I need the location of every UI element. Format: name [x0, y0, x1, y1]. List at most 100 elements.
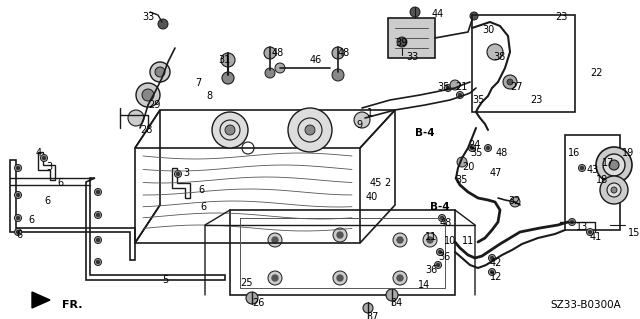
Text: 6: 6	[16, 230, 22, 240]
Text: 18: 18	[596, 175, 608, 185]
Circle shape	[397, 37, 407, 47]
Text: 39: 39	[395, 38, 407, 48]
Circle shape	[570, 220, 573, 224]
Text: 16: 16	[568, 148, 580, 158]
Text: 19: 19	[622, 148, 634, 158]
Circle shape	[611, 187, 617, 193]
Circle shape	[488, 269, 495, 276]
Text: 33: 33	[406, 52, 419, 62]
Circle shape	[305, 125, 315, 135]
Text: 35: 35	[437, 82, 449, 92]
Circle shape	[596, 147, 632, 183]
Circle shape	[580, 167, 584, 169]
Circle shape	[97, 213, 99, 217]
Text: 36: 36	[425, 265, 437, 275]
Text: 6: 6	[198, 185, 204, 195]
Circle shape	[607, 183, 621, 197]
Text: 48: 48	[272, 48, 284, 58]
Text: 24: 24	[468, 140, 481, 150]
Circle shape	[142, 89, 154, 101]
Text: 1: 1	[367, 108, 373, 118]
Circle shape	[150, 62, 170, 82]
Text: 41: 41	[590, 232, 602, 242]
Circle shape	[486, 146, 490, 150]
Text: 26: 26	[252, 298, 264, 308]
Circle shape	[225, 125, 235, 135]
Circle shape	[337, 275, 343, 281]
Circle shape	[609, 160, 619, 170]
Circle shape	[40, 154, 47, 161]
Text: 40: 40	[366, 192, 378, 202]
Circle shape	[363, 303, 373, 313]
Circle shape	[445, 85, 451, 92]
Circle shape	[95, 211, 102, 219]
Circle shape	[435, 262, 442, 269]
Text: 30: 30	[482, 25, 494, 35]
Circle shape	[15, 214, 22, 221]
Circle shape	[568, 219, 575, 226]
Circle shape	[490, 256, 493, 259]
Circle shape	[288, 108, 332, 152]
Circle shape	[175, 170, 182, 177]
Text: 48: 48	[440, 218, 452, 228]
Text: 7: 7	[195, 78, 201, 88]
Text: 12: 12	[490, 272, 502, 282]
Circle shape	[447, 86, 449, 90]
Circle shape	[155, 67, 165, 77]
Circle shape	[586, 228, 593, 235]
Circle shape	[438, 214, 445, 221]
Circle shape	[17, 231, 19, 234]
Text: 37: 37	[366, 312, 378, 319]
Text: 35: 35	[472, 95, 484, 105]
Circle shape	[438, 250, 442, 254]
Circle shape	[97, 261, 99, 263]
Circle shape	[246, 292, 258, 304]
Text: 27: 27	[510, 82, 522, 92]
Text: 23: 23	[555, 12, 568, 22]
Text: 3: 3	[183, 168, 189, 178]
Text: 29: 29	[148, 100, 161, 110]
Circle shape	[488, 255, 495, 262]
Circle shape	[17, 167, 19, 169]
Circle shape	[470, 12, 478, 20]
Circle shape	[17, 217, 19, 219]
Text: 42: 42	[490, 258, 502, 268]
Text: 20: 20	[462, 162, 474, 172]
Circle shape	[158, 19, 168, 29]
Circle shape	[275, 63, 285, 73]
Circle shape	[333, 271, 347, 285]
Text: 31: 31	[218, 55, 230, 65]
Circle shape	[95, 258, 102, 265]
Circle shape	[95, 236, 102, 243]
Circle shape	[436, 249, 444, 256]
Text: 46: 46	[310, 55, 323, 65]
Circle shape	[332, 47, 344, 59]
Circle shape	[354, 112, 370, 128]
Circle shape	[484, 145, 492, 152]
Circle shape	[212, 112, 248, 148]
Text: 6: 6	[28, 215, 34, 225]
Circle shape	[470, 146, 474, 150]
Circle shape	[427, 237, 433, 243]
Circle shape	[268, 271, 282, 285]
Circle shape	[268, 233, 282, 247]
Text: 10: 10	[444, 236, 456, 246]
Text: 43: 43	[587, 165, 599, 175]
Text: 17: 17	[602, 158, 614, 168]
Circle shape	[17, 194, 19, 197]
Circle shape	[386, 289, 398, 301]
Text: 2: 2	[384, 178, 390, 188]
Text: FR.: FR.	[62, 300, 83, 310]
Circle shape	[136, 83, 160, 107]
Circle shape	[15, 228, 22, 235]
Circle shape	[423, 233, 437, 247]
Circle shape	[468, 145, 476, 152]
Circle shape	[15, 191, 22, 198]
Circle shape	[490, 271, 493, 273]
Circle shape	[507, 79, 513, 85]
Text: 3: 3	[46, 162, 52, 172]
Circle shape	[436, 263, 440, 266]
Circle shape	[589, 231, 591, 234]
Circle shape	[397, 237, 403, 243]
Circle shape	[42, 157, 45, 160]
